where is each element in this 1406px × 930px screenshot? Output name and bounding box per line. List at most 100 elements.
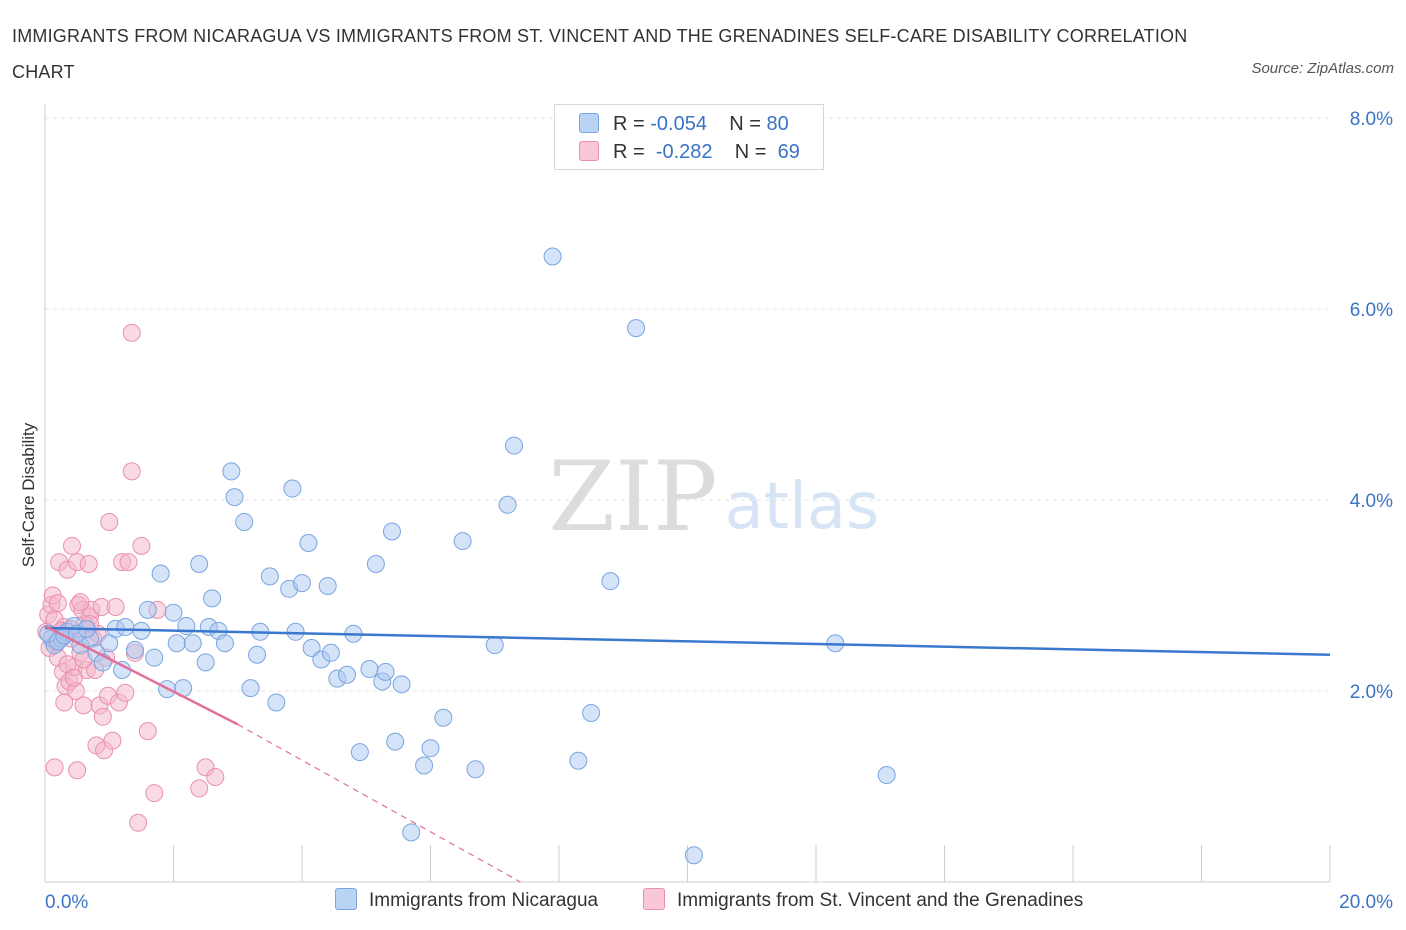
- y-tick-label: 2.0%: [1350, 682, 1393, 703]
- nicaragua-point: [145, 648, 164, 667]
- nicaragua-point: [415, 756, 434, 775]
- nicaragua-point: [138, 600, 157, 619]
- series-legend-label: Immigrants from St. Vincent and the Gren…: [677, 890, 1084, 911]
- st-vincent-point: [206, 767, 225, 786]
- legend-swatch-pink: [579, 141, 599, 161]
- nicaragua-point: [235, 512, 254, 531]
- series-legend-swatch-blue: [335, 888, 357, 910]
- legend-r-label: R =: [613, 113, 645, 135]
- nicaragua-point: [302, 639, 321, 658]
- series-legend-nicaragua: Immigrants from Nicaragua: [335, 888, 598, 912]
- legend-r-value: -0.282: [655, 141, 713, 163]
- nicaragua-point: [337, 665, 356, 684]
- st-vincent-point: [64, 668, 83, 687]
- st-vincent-trend-extension: [237, 723, 521, 883]
- st-vincent-point: [132, 536, 151, 555]
- st-vincent-point: [45, 758, 64, 777]
- st-vincent-point: [129, 813, 148, 832]
- nicaragua-point: [293, 574, 311, 593]
- nicaragua-point: [164, 603, 183, 622]
- legend-r-value: -0.054: [650, 113, 707, 135]
- nicaragua-point: [543, 247, 562, 266]
- nicaragua-point: [318, 576, 337, 595]
- tick-labels: 2.0% 4.0% 6.0% 8.0% 0.0% 20.0%: [45, 109, 1393, 913]
- chart-title: IMMIGRANTS FROM NICARAGUA VS IMMIGRANTS …: [12, 26, 1188, 82]
- nicaragua-point: [376, 662, 395, 681]
- nicaragua-point: [386, 732, 405, 751]
- nicaragua-point: [421, 739, 440, 758]
- legend-r-label: R =: [613, 141, 645, 163]
- y-axis-label: Self-Care Disability: [19, 422, 38, 567]
- nicaragua-point: [505, 436, 524, 455]
- y-tick-label: 8.0%: [1350, 109, 1393, 130]
- nicaragua-point: [582, 703, 601, 722]
- source-label: Source: ZipAtlas.com: [1251, 60, 1394, 77]
- nicaragua-point: [151, 564, 170, 583]
- nicaragua-point: [627, 319, 646, 338]
- nicaragua-point: [350, 743, 369, 762]
- series-legend-label: Immigrants from Nicaragua: [369, 890, 599, 911]
- nicaragua-point: [569, 751, 588, 770]
- y-tick-label: 4.0%: [1350, 491, 1393, 512]
- nicaragua-point: [286, 622, 305, 641]
- series-legend-st-vincent: Immigrants from St. Vincent and the Gren…: [643, 888, 1083, 912]
- legend-n-label: N =: [734, 141, 767, 163]
- nicaragua-point: [498, 495, 517, 514]
- legend-n-label: N =: [729, 113, 761, 135]
- st-vincent-point: [145, 784, 164, 803]
- nicaragua-point: [267, 693, 286, 712]
- legend-row-nicaragua: R = -0.054 N = 80: [579, 113, 789, 139]
- nicaragua-point: [601, 572, 620, 591]
- nicaragua-point: [382, 522, 401, 541]
- st-vincent-point: [62, 536, 81, 555]
- watermark-zip: ZIP: [548, 441, 717, 553]
- nicaragua-point: [466, 760, 485, 779]
- nicaragua-point: [684, 846, 703, 865]
- series-nicaragua-points: [39, 247, 896, 865]
- st-vincent-point: [106, 597, 125, 616]
- st-vincent-point: [55, 693, 74, 712]
- watermark: ZIP atlas: [548, 441, 879, 553]
- nicaragua-point: [402, 823, 421, 842]
- st-vincent-point: [79, 554, 98, 573]
- legend-n-value: 69: [777, 141, 800, 163]
- st-vincent-point: [138, 722, 157, 741]
- nicaragua-point: [877, 766, 896, 785]
- series-st-vincent-points: [37, 323, 225, 832]
- legend-n-value: 80: [766, 113, 789, 135]
- st-vincent-point: [100, 512, 119, 531]
- nicaragua-point: [190, 554, 209, 573]
- st-vincent-point: [103, 731, 122, 750]
- st-vincent-point: [68, 761, 87, 780]
- nicaragua-point: [183, 634, 202, 653]
- nicaragua-point: [196, 653, 215, 672]
- nicaragua-point: [360, 660, 379, 679]
- nicaragua-point: [167, 634, 186, 653]
- st-vincent-point: [190, 779, 209, 798]
- nicaragua-point: [248, 645, 267, 664]
- grid-lines: [45, 117, 1330, 692]
- y-tick-label: 6.0%: [1350, 300, 1393, 321]
- nicaragua-point: [453, 532, 472, 551]
- st-vincent-trend-line: [44, 624, 239, 726]
- st-vincent-point: [119, 553, 138, 572]
- nicaragua-point: [260, 567, 279, 586]
- nicaragua-point: [299, 533, 318, 552]
- st-vincent-point: [93, 707, 112, 726]
- st-vincent-point: [74, 696, 93, 715]
- nicaragua-point: [116, 618, 135, 637]
- nicaragua-point: [283, 479, 302, 498]
- nicaragua-point: [241, 679, 260, 698]
- legend-row-st-vincent: R = -0.282 N = 69: [579, 141, 800, 167]
- nicaragua-point: [434, 708, 453, 727]
- nicaragua-trend-line: [44, 626, 1331, 656]
- x-tick-label-min: 0.0%: [45, 892, 88, 913]
- nicaragua-point: [392, 675, 411, 694]
- correlation-legend: R = -0.054 N = 80 R = -0.282 N = 69: [554, 104, 824, 170]
- st-vincent-point: [122, 462, 141, 481]
- nicaragua-point: [485, 636, 504, 655]
- st-vincent-point: [122, 323, 141, 342]
- x-tick-label-max: 20.0%: [1339, 892, 1393, 913]
- watermark-atlas: atlas: [725, 470, 880, 544]
- nicaragua-point: [366, 554, 385, 573]
